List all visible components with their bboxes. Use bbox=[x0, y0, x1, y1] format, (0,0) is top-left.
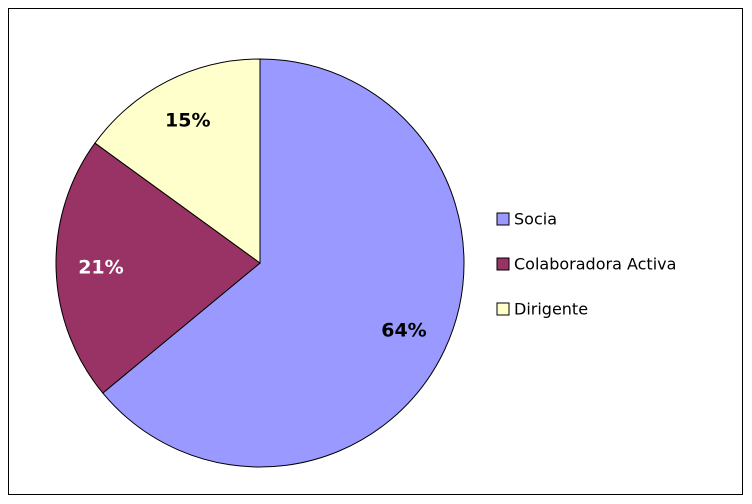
legend-label: Colaboradora Activa bbox=[514, 255, 676, 274]
legend-swatch bbox=[496, 302, 510, 316]
data-label: 15% bbox=[165, 110, 210, 132]
legend-swatch bbox=[496, 257, 510, 271]
data-label: 64% bbox=[381, 319, 426, 341]
legend-label: Socia bbox=[514, 210, 557, 229]
pie-slice bbox=[55, 142, 261, 394]
legend-swatch bbox=[496, 212, 510, 226]
data-label: 21% bbox=[78, 256, 123, 278]
pie-slice bbox=[102, 58, 465, 468]
legend-label: Dirigente bbox=[514, 300, 588, 319]
pie-slice bbox=[94, 58, 261, 264]
